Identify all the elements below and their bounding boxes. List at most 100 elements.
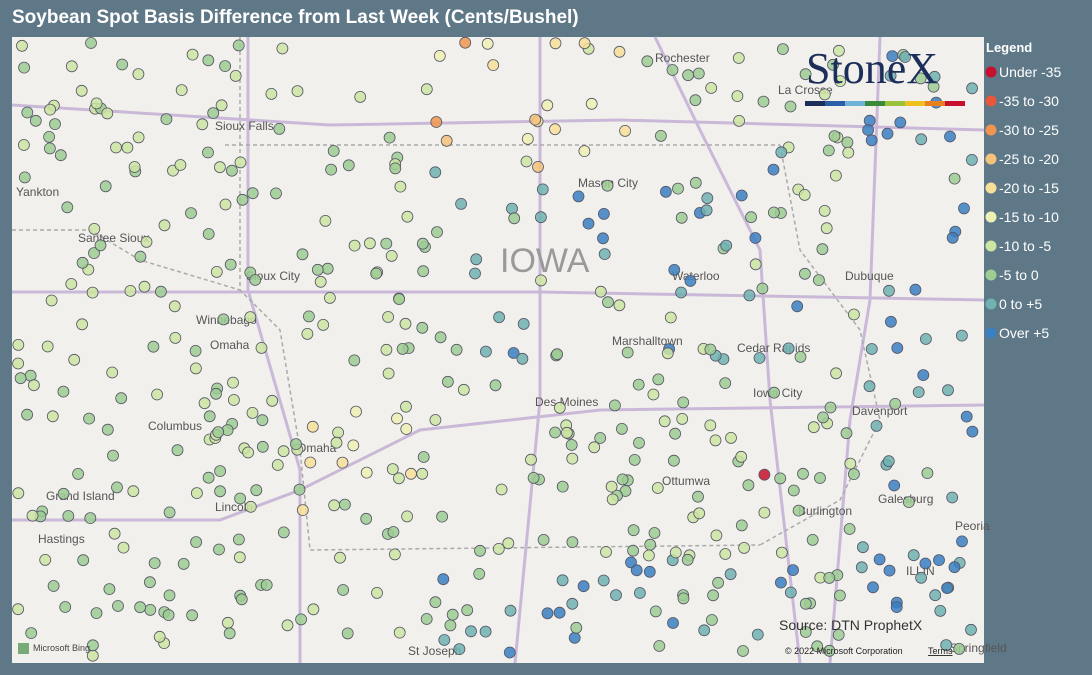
station-dot [834,75,847,87]
station-dot [128,161,141,173]
station-dot [103,583,116,595]
station-dot [416,467,429,480]
station-dot [175,84,188,96]
station-dot [75,84,88,97]
station-dot [700,204,713,217]
station-dot [799,68,812,81]
station-dot [828,130,841,143]
station-dot [163,589,176,602]
station-dot [400,400,412,413]
station-dot [391,412,403,425]
station-dot [307,603,320,616]
station-dot [440,134,453,147]
station-dot [244,311,257,324]
station-dot [434,331,447,344]
station-dot [641,55,654,68]
station-dot [457,383,470,396]
station-dot [17,139,30,151]
station-dot [207,107,220,119]
station-dot [570,621,583,634]
logo-bar [805,101,825,106]
station-dot [921,467,934,480]
station-dot [246,406,259,419]
logo-bar [845,101,865,106]
bing-icon [18,643,29,654]
station-dot [881,127,894,140]
station-dot [291,85,304,97]
station-dot [689,176,702,189]
station-dot [256,440,269,453]
station-dot [613,299,626,312]
station-dot [698,624,711,637]
station-dot [47,580,60,592]
place-label: Waterloo [672,269,720,283]
station-dot [227,394,240,406]
station-dot [317,318,330,331]
station-dot [799,597,812,610]
logo-bar [885,101,905,106]
station-dot [438,634,451,646]
station-dot [870,419,883,432]
station-dot [234,156,247,169]
station-dot [841,136,854,149]
station-dot [707,589,719,602]
station-dot [915,571,927,584]
station-dot [709,434,722,447]
legend-label: Over +5 [999,325,1049,341]
station-dot [627,524,640,537]
station-dot [186,609,199,622]
station-dot [214,465,227,478]
station-dot [566,452,579,465]
station-dot [210,265,223,278]
station-dot [348,354,361,367]
station-dot [894,116,907,129]
station-dot [907,549,920,562]
station-dot [948,561,961,574]
station-dot [296,504,309,517]
station-dot [684,275,697,287]
station-dot [681,553,694,566]
station-dot [229,70,242,82]
station-dot [648,527,661,539]
station-dot [504,604,517,617]
station-dot [830,169,842,182]
station-dot [735,450,748,463]
station-dot [774,472,787,485]
station-dot [57,385,70,398]
station-dot [664,311,677,324]
place-label: Omaha [210,338,250,352]
station-dot [314,275,327,288]
station-dot [798,188,811,201]
station-dot [929,589,942,602]
station-dot [321,262,334,275]
station-dot [234,492,247,505]
station-dot [177,558,190,570]
station-dot [388,548,401,561]
station-dot [597,574,610,587]
station-dot [405,467,417,480]
station-dot [360,466,373,479]
station-dot [883,564,896,577]
station-dot [776,546,788,559]
station-dot [960,410,973,423]
legend-label: -35 to -30 [999,93,1059,109]
station-dot [956,535,968,548]
station-dot [889,397,902,410]
station-dot [784,586,797,599]
station-dot [745,211,757,224]
station-dot [606,493,619,506]
station-dot [944,130,956,143]
station-dot [117,541,130,554]
station-dot [633,436,645,449]
station-dot [692,490,704,503]
terms-link[interactable]: Terms [928,646,953,656]
station-dot [669,546,682,559]
station-dot [572,190,585,203]
station-dot [342,159,355,172]
station-dot [124,284,137,297]
station-dot [890,601,903,613]
station-dot [799,267,811,280]
legend-marker [985,95,997,107]
station-dot [625,556,637,569]
station-dot [619,124,631,137]
